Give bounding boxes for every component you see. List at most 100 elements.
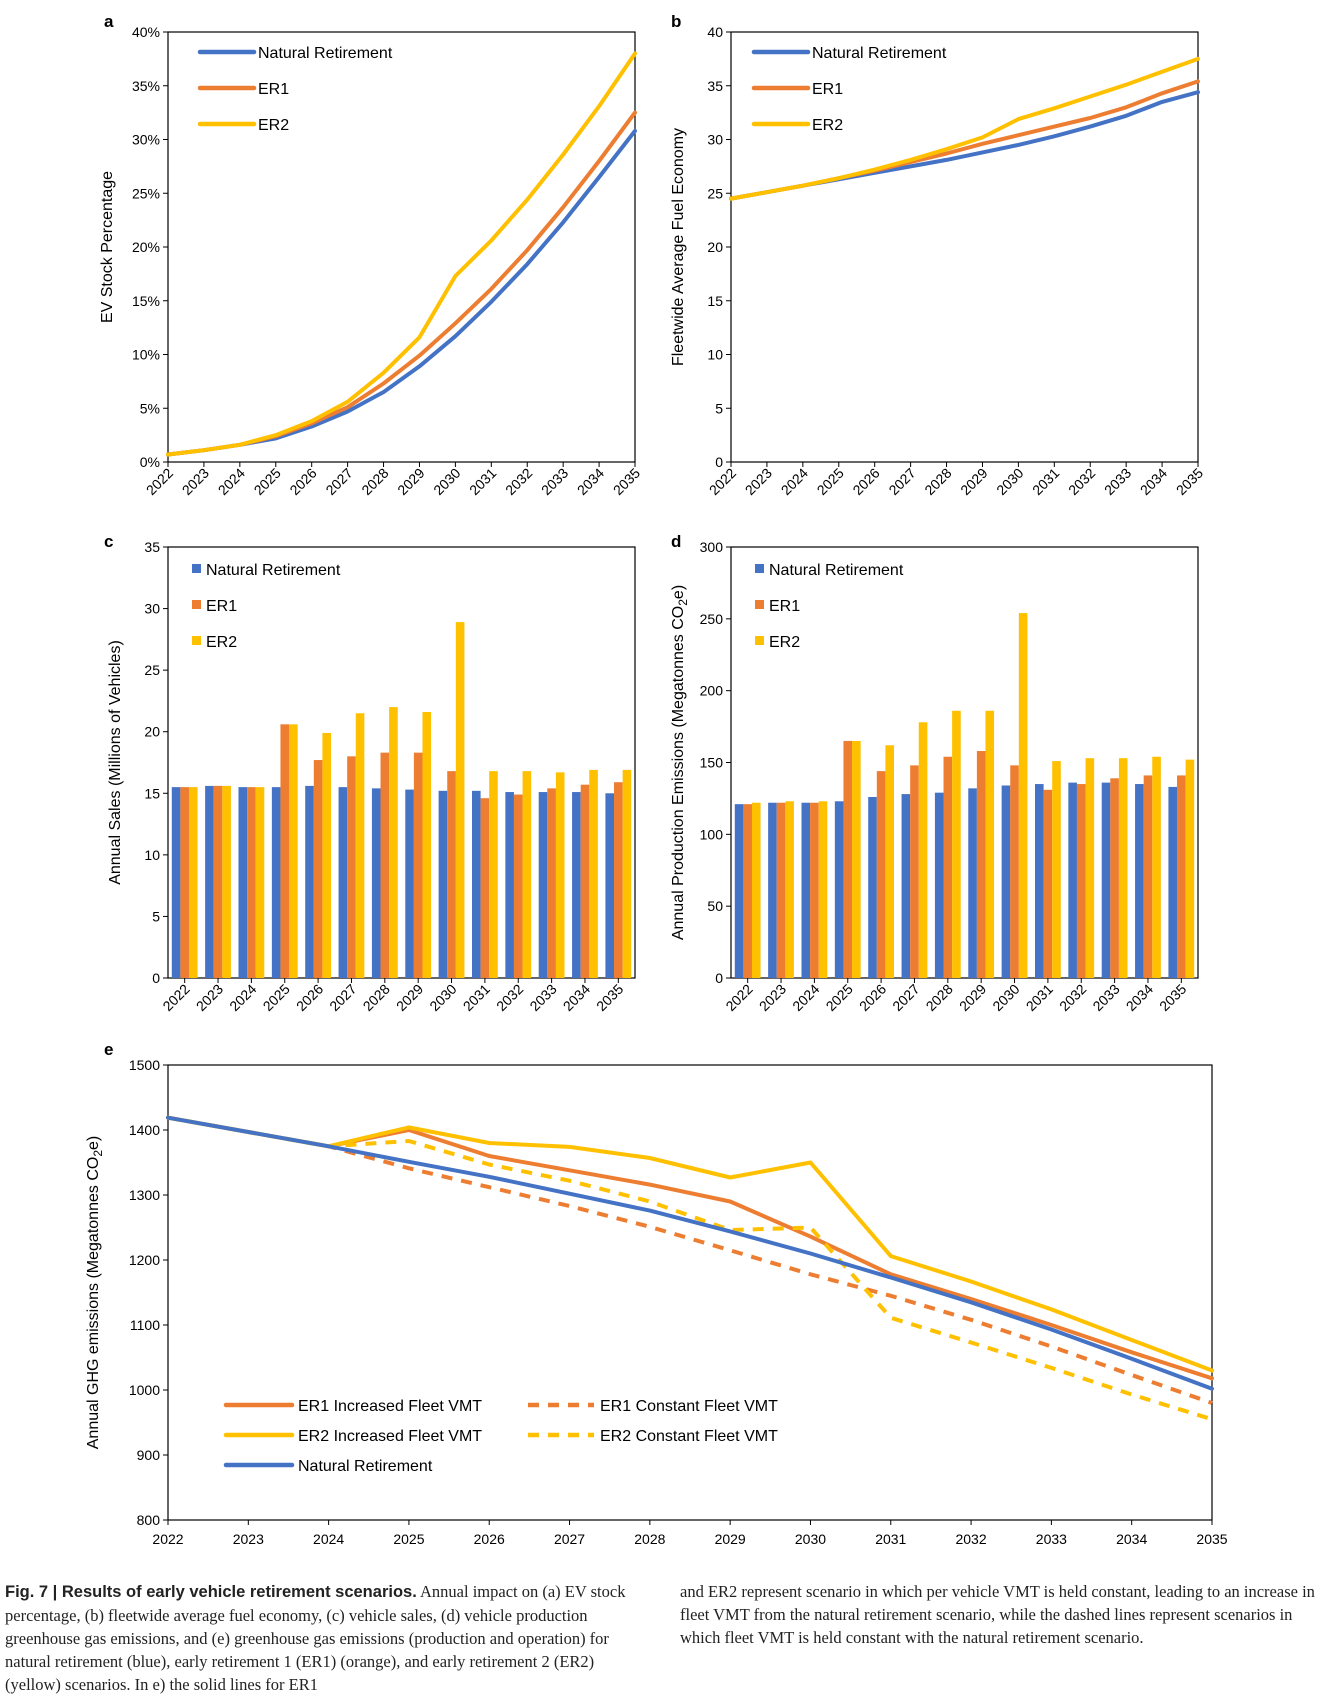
bar-er2 [222,785,231,978]
bar-er2 [422,712,432,978]
y-tick-label: 25 [707,185,723,201]
bar-er1 [1143,775,1153,978]
x-tick-label: 2025 [393,1531,424,1547]
x-tick-label: 2030 [430,465,463,498]
x-tick-label: 2022 [152,1531,183,1547]
bar-er1 [910,765,919,978]
y-tick-label: 15 [144,785,160,801]
bar-natural-retirement [205,785,214,978]
x-tick-label: 2027 [889,981,922,1014]
x-tick-label: 2024 [778,465,811,498]
x-tick-label: 2023 [193,981,226,1014]
bar-er2 [1185,759,1195,978]
bar-er1 [280,724,290,978]
y-tick-label: 1200 [129,1252,160,1268]
y-axis-label-end: e) [670,585,687,599]
x-tick-label: 2033 [1101,465,1134,498]
bar-er2 [255,787,265,978]
y-tick-label: 900 [137,1447,161,1463]
x-tick-label: 2029 [393,981,426,1014]
bar-er2 [489,771,498,978]
bar-er1 [480,798,490,978]
legend-label: Natural Retirement [769,562,904,579]
panel-label: b [671,12,681,31]
legend-label: ER2 [206,634,237,651]
legend-swatch [755,636,764,645]
x-tick-label: 2032 [1065,465,1098,498]
x-tick-label: 2029 [956,981,989,1014]
x-tick-label: 2032 [493,981,526,1014]
x-tick-label: 2023 [742,465,775,498]
bar-er1 [876,771,886,978]
bar-er2 [355,713,365,978]
y-axis-label-main: Annual GHG emissions (Megatonnes CO [85,1157,102,1450]
bar-natural-retirement [471,790,481,978]
bar-er1 [213,785,223,978]
x-tick-label: 2030 [993,465,1026,498]
legend-label: ER2 [769,634,800,651]
y-tick-label: 20 [144,724,160,740]
x-tick-label: 2034 [1123,981,1156,1014]
legend-label: Natural Retirement [258,45,393,62]
x-tick-label: 2027 [322,465,355,498]
bar-er2 [751,802,761,978]
y-tick-label: 0% [140,454,160,470]
bar-er2 [389,707,398,978]
y-axis-label: Annual GHG emissions (Megatonnes CO2e) [85,1136,105,1450]
chart-a: a0%5%10%15%20%25%30%35%40%2022 2023 2024 20… [99,12,643,498]
y-tick-label: 10 [707,347,723,363]
bar-er1 [614,782,623,978]
x-tick-label: 2030 [795,1531,826,1547]
x-tick-label: 2027 [554,1531,585,1547]
bar-er1 [1177,775,1186,978]
legend-swatch [192,636,201,645]
bar-natural-retirement [1135,784,1144,978]
y-axis-label: EV Stock Percentage [99,171,116,323]
bar-natural-retirement [238,787,248,978]
bar-natural-retirement [371,788,381,978]
bar-er2 [522,771,532,978]
x-tick-label: 2024 [226,981,259,1014]
y-axis-label-subscript: 2 [676,599,690,606]
panel-label: a [104,12,114,31]
x-tick-label: 2032 [502,465,535,498]
panel-label: c [104,532,113,551]
legend-label: ER2 Constant Fleet VMT [600,1428,778,1445]
bar-er2 [289,724,298,978]
y-axis-label-subscript: 2 [91,1150,105,1157]
x-tick-label: 2023 [233,1531,264,1547]
series-line-er2-increased-fleet-vmt [166,1115,1214,1373]
bar-er2 [918,722,928,978]
bar-natural-retirement [1034,784,1044,978]
bar-er2 [188,787,198,978]
bar-natural-retirement [572,792,581,978]
plot-area-frame [167,1064,1213,1521]
legend-swatch [192,564,201,573]
plot-area-frame [730,546,1199,979]
bar-er1 [413,752,423,978]
bar-er1 [513,794,523,978]
legend-label: Natural Retirement [206,562,341,579]
x-tick-label: 2026 [293,981,326,1014]
x-tick-label: 2025 [260,981,293,1014]
series-line-er2 [729,56,1200,201]
panel-label: e [104,1040,113,1059]
bar-er2 [985,710,995,978]
bar-er2 [818,801,828,978]
y-tick-label: 15 [707,293,723,309]
bar-er2 [1118,758,1128,978]
figure-7-charts: a0%5%10%15%20%25%30%35%40%2022 2023 2024 20… [85,12,1228,1547]
y-tick-label: 0 [152,970,160,986]
y-tick-label: 20% [132,239,160,255]
y-tick-label: 30% [132,132,160,148]
legend-label: ER2 [258,117,289,134]
bar-er2 [1052,761,1061,978]
bar-er1 [1043,789,1053,978]
bar-er1 [1110,778,1119,978]
caption-right: and ER2 represent scenario in which per … [680,1580,1315,1649]
y-tick-label: 25 [144,662,160,678]
y-axis-label: Annual Sales (Millions of Vehicles) [107,640,124,885]
bar-er2 [1085,758,1095,978]
y-tick-label: 5 [152,908,160,924]
plot-area-frame [167,546,636,979]
